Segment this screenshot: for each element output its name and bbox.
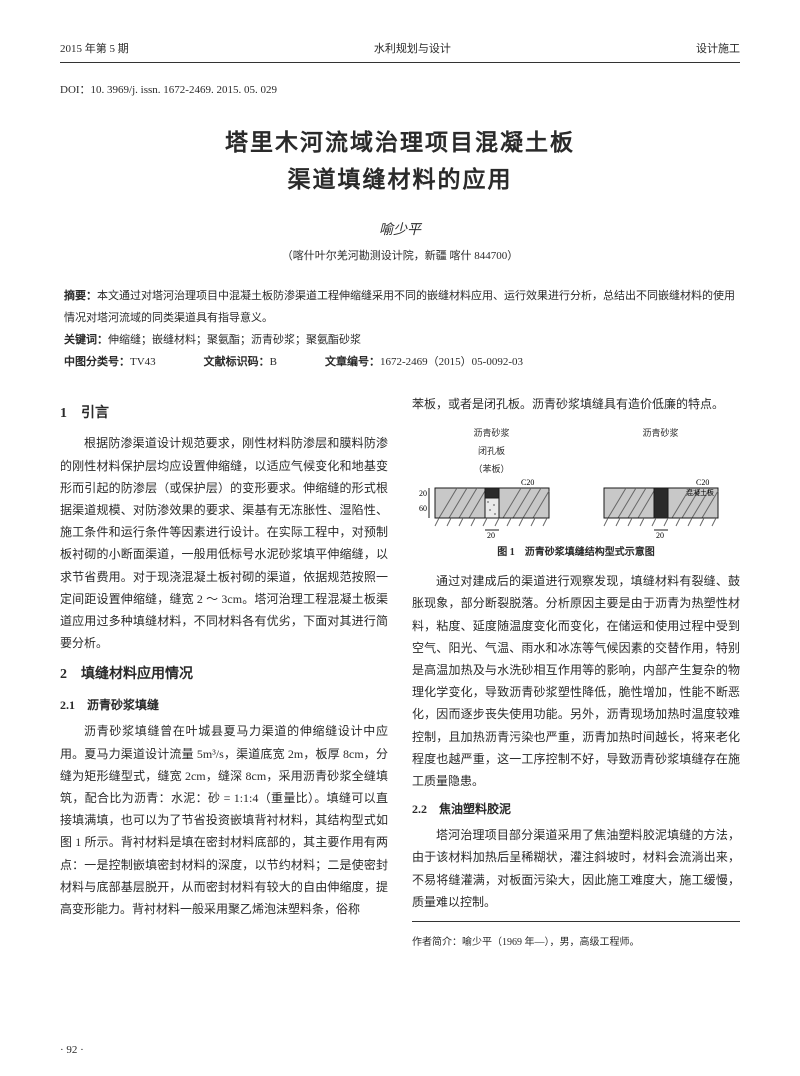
artid-value: 1672-2469（2015）05-0092-03: [380, 356, 523, 368]
section-1-para: 根据防渗渠道设计规范要求，刚性材料防渗层和膜料防渗的刚性材料保护层均应设置伸缩缝…: [60, 432, 388, 654]
header-left: 2015 年第 5 期: [60, 40, 129, 56]
figure-1-left-panel: 沥青砂浆 闭孔板 （苯板）: [412, 425, 571, 538]
abstract-line: 摘要：本文通过对塔河治理项目中混凝土板防渗渠道工程伸缩缝采用不同的嵌缝材料应用、…: [64, 285, 736, 329]
abstract-text: 本文通过对塔河治理项目中混凝土板防渗渠道工程伸缩缝采用不同的嵌缝材料应用、运行效…: [64, 290, 735, 324]
doc-value: B: [270, 356, 277, 368]
fig1-left-svg: 60 20 20 C20: [417, 478, 567, 538]
right-para-1: 通过对建成后的渠道进行观察发现，填缝材料有裂缝、鼓胀现象，部分断裂脱落。分析原因…: [412, 570, 740, 792]
author-footer-divider: 作者简介：喻少平（1969 年—），男，高级工程师。: [412, 921, 740, 953]
page-header: 2015 年第 5 期 水利规划与设计 设计施工: [60, 40, 740, 63]
section-2-1-heading: 2.1 沥青砂浆填缝: [60, 694, 388, 716]
section-2-2-para: 塔河治理项目部分渠道采用了焦油塑料胶泥填缝的方法，由于该材料加热后呈稀糊状，灌注…: [412, 824, 740, 913]
dim-h20: 20: [487, 531, 495, 538]
author: 喻少平: [60, 219, 740, 239]
slab-label-r: 混凝土板: [686, 488, 714, 497]
doc-code: 文献标识码：B: [204, 351, 277, 373]
author-footer: 作者简介：喻少平（1969 年—），男，高级工程师。: [412, 934, 740, 953]
section-2-heading: 2 填缝材料应用情况: [60, 662, 388, 688]
title-line-2: 渠道填缝材料的应用: [60, 162, 740, 199]
slab-c20-r: C20: [696, 478, 709, 487]
continued-para: 苯板，或者是闭孔板。沥青砂浆填缝具有造价低廉的特点。: [412, 393, 740, 415]
artid-label: 文章编号：: [325, 356, 380, 368]
keywords-label: 关键词：: [64, 334, 108, 346]
fig1-right-svg: C20 混凝土板 20: [586, 478, 736, 538]
fig1-right-top-label: 沥青砂浆: [581, 425, 740, 442]
header-right: 设计施工: [696, 40, 740, 56]
classification-row: 中图分类号：TV43 文献标识码：B 文章编号：1672-2469（2015）0…: [64, 351, 736, 373]
figure-1: 沥青砂浆 闭孔板 （苯板）: [412, 425, 740, 562]
figure-1-panels: 沥青砂浆 闭孔板 （苯板）: [412, 425, 740, 538]
fig1-left-sub1: 闭孔板: [412, 443, 571, 460]
section-2-1-para: 沥青砂浆填缝曾在叶城县夏马力渠道的伸缩缝设计中应用。夏马力渠道设计流量 5m³/…: [60, 720, 388, 920]
keywords-line: 关键词：伸缩缝；嵌缝材料；聚氨酯；沥青砂浆；聚氨酯砂浆: [64, 329, 736, 351]
section-1-heading: 1 引言: [60, 401, 388, 427]
dim-20: 20: [419, 489, 427, 498]
figure-1-caption: 图 1 沥青砂浆填缝结构型式示意图: [412, 544, 740, 563]
header-center: 水利规划与设计: [374, 40, 451, 56]
slab-c20-l: C20: [521, 478, 534, 487]
title-line-1: 塔里木河流域治理项目混凝土板: [60, 125, 740, 162]
page-number: · 92 ·: [60, 1044, 84, 1056]
doi: DOI：10. 3969/j. issn. 1672-2469. 2015. 0…: [60, 81, 740, 97]
clc: 中图分类号：TV43: [64, 351, 156, 373]
keywords-text: 伸缩缝；嵌缝材料；聚氨酯；沥青砂浆；聚氨酯砂浆: [108, 334, 361, 346]
abstract-block: 摘要：本文通过对塔河治理项目中混凝土板防渗渠道工程伸缩缝采用不同的嵌缝材料应用、…: [60, 285, 740, 373]
dim-60: 60: [419, 504, 427, 513]
artid: 文章编号：1672-2469（2015）05-0092-03: [325, 351, 523, 373]
two-column-body: 1 引言 根据防渗渠道设计规范要求，刚性材料防渗层和膜料防渗的刚性材料保护层均应…: [60, 393, 740, 953]
affiliation: （喀什叶尔羌河勘测设计院，新疆 喀什 844700）: [60, 247, 740, 263]
clc-value: TV43: [130, 356, 156, 368]
clc-label: 中图分类号：: [64, 356, 130, 368]
dim-h20-r: 20: [656, 531, 664, 538]
figure-1-right-panel: 沥青砂浆 . .: [581, 425, 740, 538]
section-2-2-heading: 2.2 焦油塑料胶泥: [412, 798, 740, 820]
article-title: 塔里木河流域治理项目混凝土板 渠道填缝材料的应用: [60, 125, 740, 199]
abstract-label: 摘要：: [64, 290, 97, 302]
right-column: 苯板，或者是闭孔板。沥青砂浆填缝具有造价低廉的特点。 沥青砂浆 闭孔板 （苯板）: [412, 393, 740, 953]
left-column: 1 引言 根据防渗渠道设计规范要求，刚性材料防渗层和膜料防渗的刚性材料保护层均应…: [60, 393, 388, 953]
fig1-left-top-label: 沥青砂浆: [412, 425, 571, 442]
fig1-left-sub2: （苯板）: [412, 461, 571, 478]
doc-label: 文献标识码：: [204, 356, 270, 368]
